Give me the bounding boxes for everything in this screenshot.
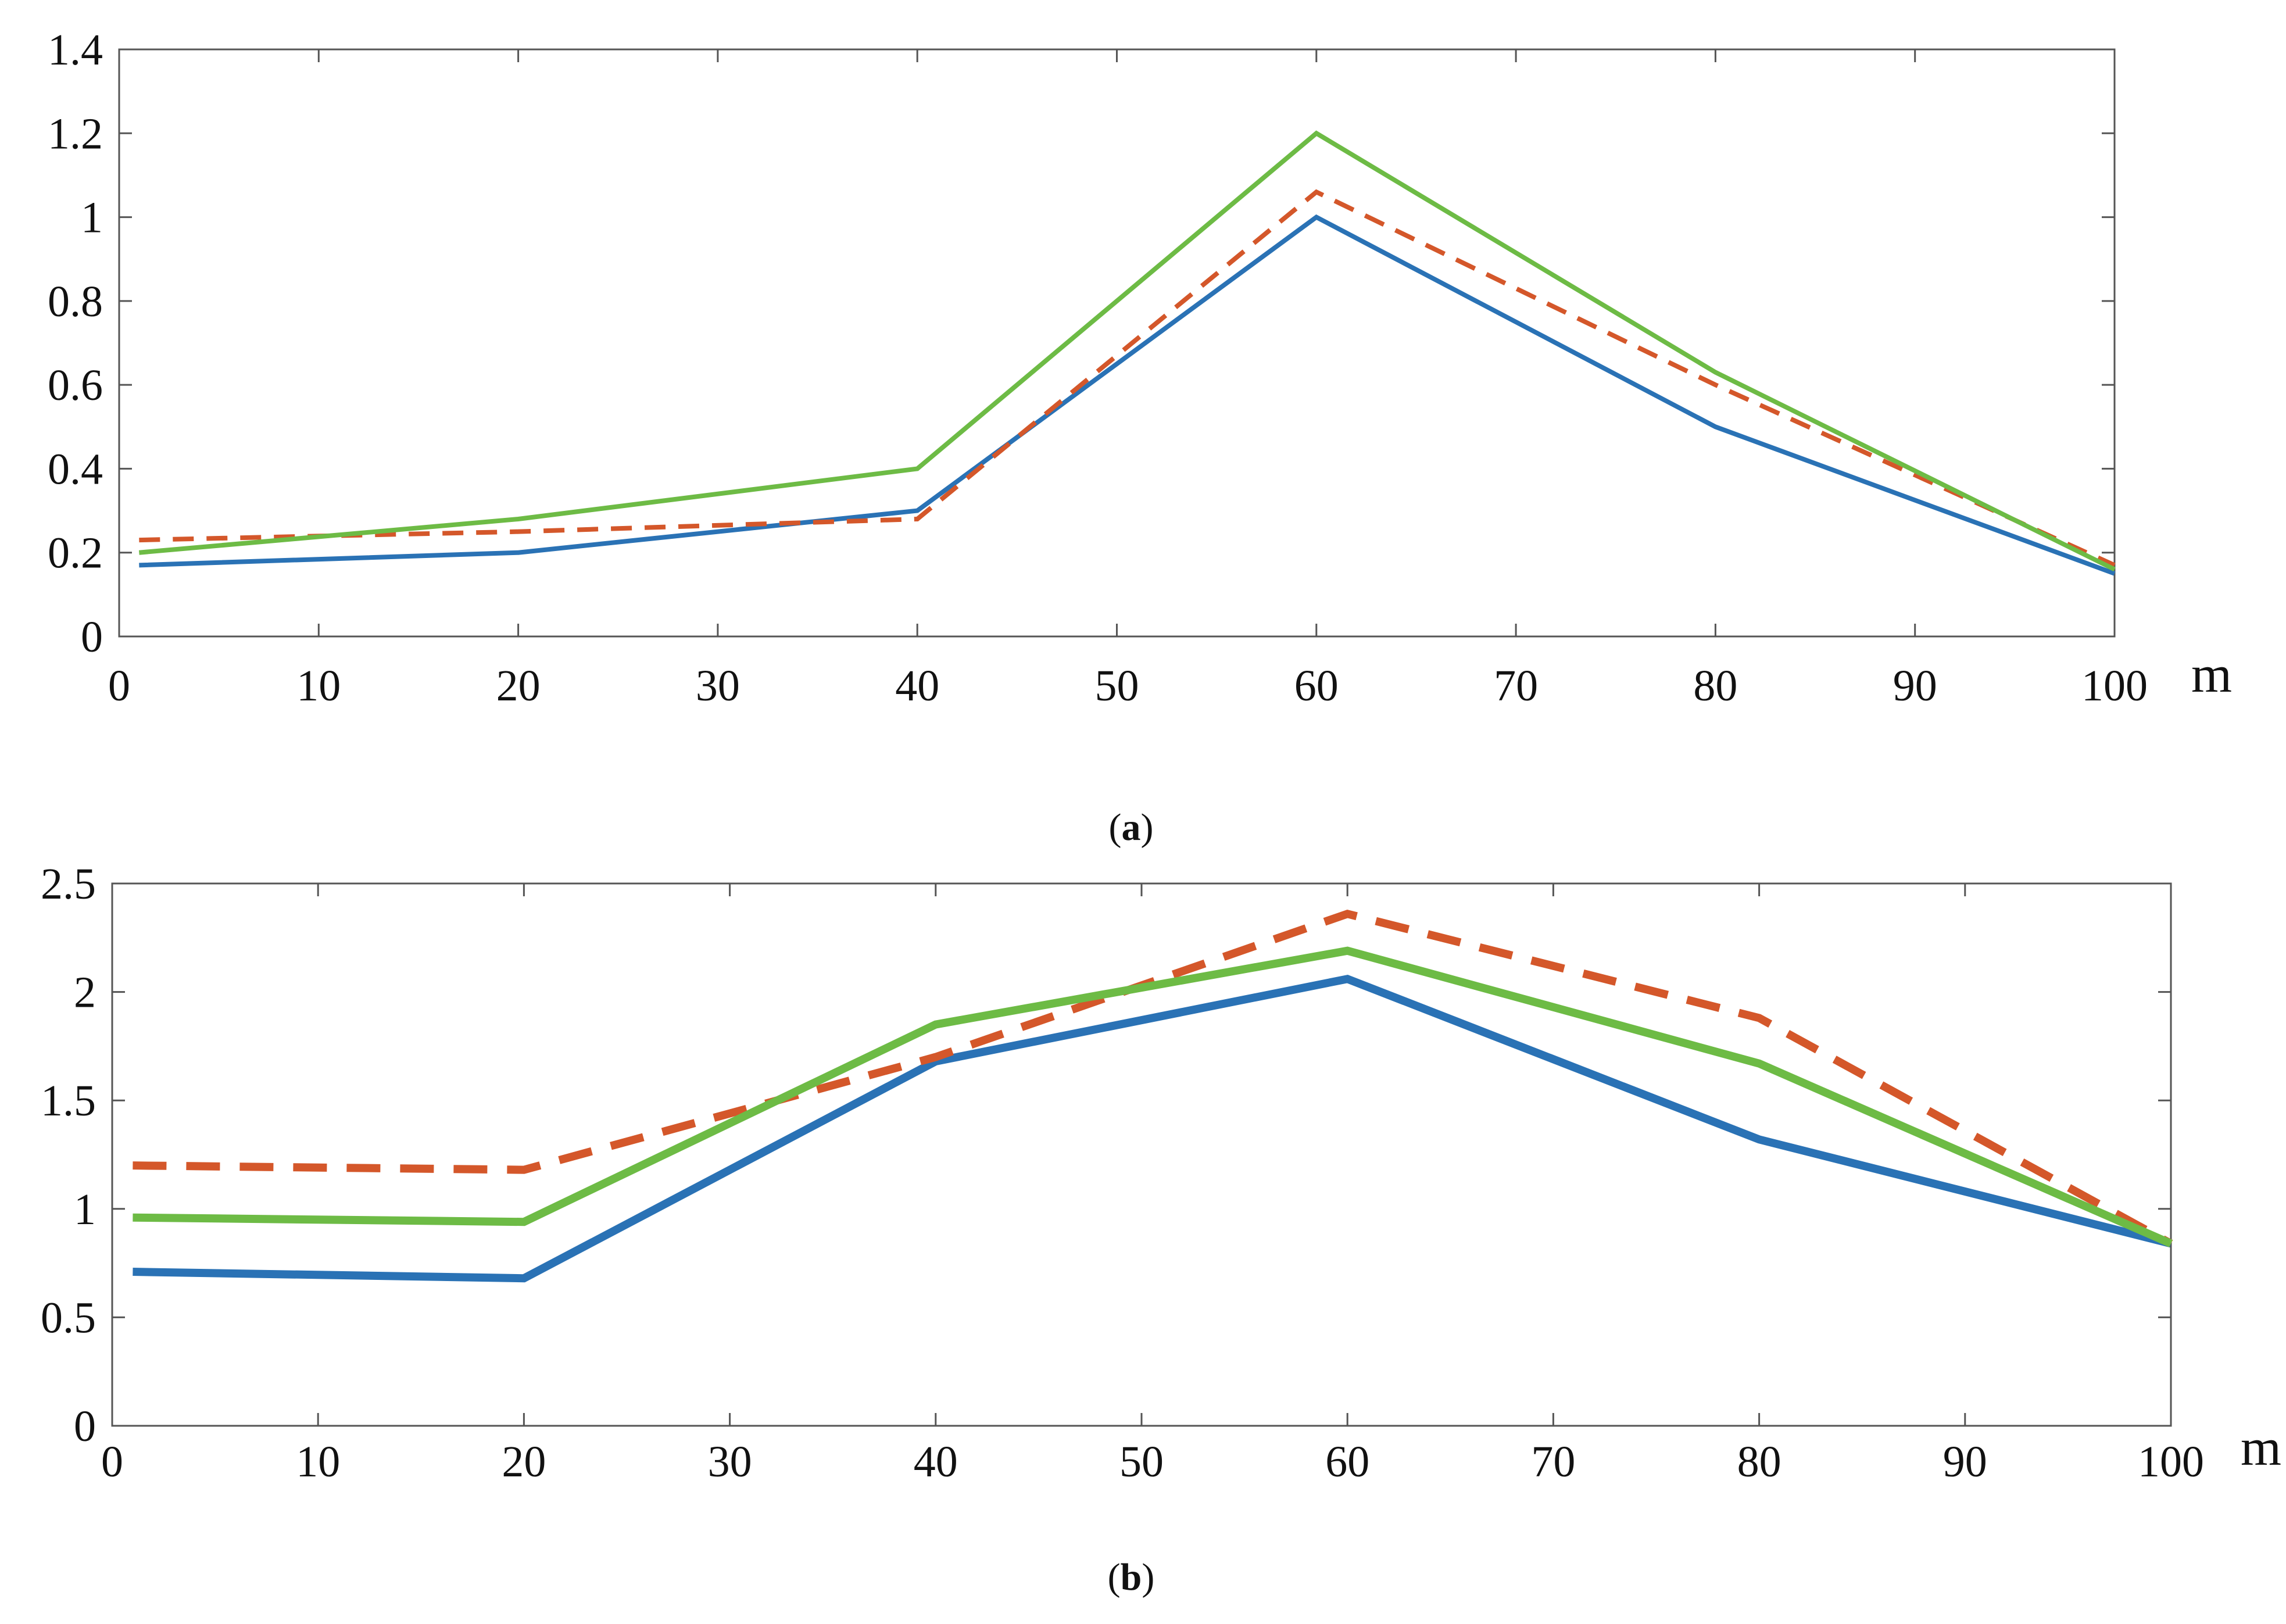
series-line-blue <box>133 974 2172 1283</box>
plot-frame-b <box>111 882 2172 1427</box>
x-tick-label: 10 <box>296 661 341 710</box>
y-tick-label: 0.5 <box>41 1293 96 1342</box>
x-tick-label: 50 <box>1095 661 1139 710</box>
chart-panel-b: 0 10 20 30 40 50 60 70 80 90 100 0 0.5 1 1.5 2 2.5 m <box>41 860 2281 1486</box>
y-tick-label: 0.6 <box>48 361 103 410</box>
series-line-blue <box>139 214 2116 576</box>
x-tick-label: 70 <box>1531 1437 1575 1486</box>
x-tick-label: 20 <box>502 1437 546 1486</box>
x-tick-label: 0 <box>101 1437 123 1486</box>
x-tick-label: 70 <box>1494 661 1538 710</box>
plot-frame-a <box>118 48 2116 638</box>
x-tick-label: 20 <box>496 661 541 710</box>
y-tick-label: 0.2 <box>48 529 103 578</box>
x-tick-label: 40 <box>914 1437 958 1486</box>
caption-a-letter: a <box>1122 806 1141 849</box>
series-line-green <box>133 946 2173 1247</box>
y-tick-label: 0 <box>74 1402 96 1451</box>
x-tick-label: 80 <box>1693 661 1737 710</box>
series-line-orange-dashed <box>139 189 2116 568</box>
y-tick-label: 1.5 <box>41 1076 96 1125</box>
y-tick-label: 1.2 <box>48 109 103 158</box>
caption-b-letter: b <box>1121 1556 1142 1598</box>
x-tick-label: 30 <box>708 1437 752 1486</box>
x-tick-label: 90 <box>1893 661 1937 710</box>
x-tick-label: 40 <box>895 661 939 710</box>
caption-a: (a) <box>1109 806 1154 849</box>
y-tick-label: 0.8 <box>48 277 103 326</box>
chart-panel-a: 0 10 20 30 40 50 60 70 80 90 100 0 0.2 0.4 0.6 0.8 1 1.2 1… <box>48 26 2232 710</box>
x-tick-label: 0 <box>108 661 130 710</box>
x-tick-label: 10 <box>296 1437 340 1486</box>
x-tick-label: 30 <box>696 661 740 710</box>
x-tick-label: 60 <box>1294 661 1339 710</box>
series-line-green <box>138 130 2116 572</box>
x-unit-label: m <box>2191 646 2232 703</box>
x-tick-label: 100 <box>2138 1437 2204 1486</box>
y-tick-label: 0 <box>81 613 103 661</box>
y-tick-label: 2.5 <box>41 860 96 908</box>
x-unit-label: m <box>2241 1419 2281 1476</box>
series-line-orange-dashed <box>133 909 2173 1247</box>
caption-b: (b) <box>1108 1556 1155 1598</box>
y-tick-label: 1 <box>74 1185 96 1234</box>
y-tick-label: 1.4 <box>48 26 103 74</box>
x-tick-label: 60 <box>1325 1437 1369 1486</box>
y-tick-label: 1 <box>81 194 103 242</box>
y-tick-label: 0.4 <box>48 445 103 493</box>
x-tick-label: 100 <box>2081 661 2148 710</box>
x-tick-label: 90 <box>1943 1437 1987 1486</box>
x-tick-label: 50 <box>1119 1437 1164 1486</box>
x-tick-label: 80 <box>1737 1437 1781 1486</box>
y-tick-label: 2 <box>74 968 96 1017</box>
